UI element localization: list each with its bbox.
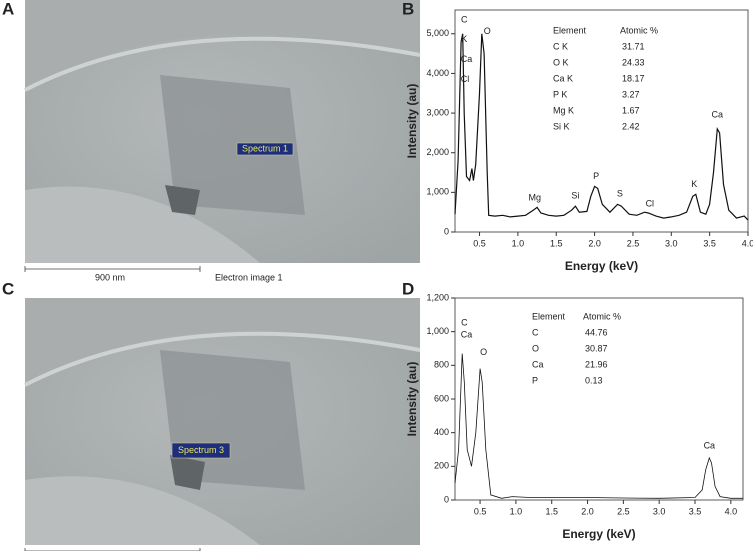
y-tick-label: 3,000 [426, 107, 449, 117]
table-cell: Mg K [553, 105, 574, 115]
x-tick-label: 3.5 [689, 506, 702, 516]
spectrum-line [454, 33, 749, 221]
y-tick-label: 1,200 [426, 292, 449, 302]
table-header: Atomic % [620, 25, 658, 35]
table-header: Element [553, 25, 587, 35]
peak-label: O [484, 26, 491, 36]
y-tick-label: 4,000 [426, 68, 449, 78]
peak-label: Ca [461, 329, 473, 339]
y-tick-label: 0 [444, 494, 449, 504]
y-tick-label: 0 [444, 226, 449, 236]
x-tick-label: 2.0 [588, 238, 601, 248]
peak-label: K [691, 179, 697, 189]
peak-label: Ca [712, 109, 724, 119]
panel-letter: C [2, 279, 14, 298]
table-cell: Ca K [553, 73, 573, 83]
y-tick-label: 600 [434, 393, 449, 403]
table-cell: 3.27 [622, 89, 640, 99]
x-tick-label: 4.0 [742, 238, 753, 248]
y-tick-label: 400 [434, 427, 449, 437]
table-cell: O K [553, 57, 569, 67]
y-tick-label: 200 [434, 461, 449, 471]
x-axis-label: Energy (keV) [565, 259, 638, 273]
peak-label: Si [571, 191, 579, 201]
spectrum-line [454, 353, 743, 499]
x-axis-label: Energy (keV) [562, 527, 635, 541]
table-cell: P [532, 375, 538, 385]
x-tick-label: 1.5 [545, 506, 558, 516]
table-cell: 18.17 [622, 73, 645, 83]
y-tick-label: 5,000 [426, 28, 449, 38]
x-tick-label: 1.0 [512, 238, 525, 248]
table-cell: 0.13 [585, 375, 603, 385]
plot-frame [454, 9, 749, 233]
y-tick-label: 1,000 [426, 326, 449, 336]
x-tick-label: 2.0 [581, 506, 594, 516]
scale-label: 900 nm [95, 272, 125, 282]
peak-label: Cl [646, 199, 655, 209]
y-tick-label: 2,000 [426, 147, 449, 157]
peak-label: K [461, 34, 467, 44]
x-tick-label: 0.5 [474, 506, 487, 516]
table-cell: 21.96 [585, 359, 608, 369]
spectrum-label: Spectrum 3 [178, 445, 224, 455]
x-tick-label: 1.0 [510, 506, 523, 516]
spectrum-box [171, 442, 231, 459]
spectrum-box [236, 142, 294, 156]
peak-label: S [617, 189, 623, 199]
table-cell: Ca [532, 359, 544, 369]
panel-letter: B [402, 0, 414, 18]
table-cell: C [532, 327, 539, 337]
table-cell: P K [553, 89, 567, 99]
peak-label: P [593, 171, 599, 181]
table-cell: O [532, 343, 539, 353]
y-axis-label: Intensity (au) [405, 84, 419, 159]
image-c [24, 298, 421, 545]
table-cell: 2.42 [622, 121, 640, 131]
x-tick-label: 2.5 [617, 506, 630, 516]
x-tick-label: 4.0 [725, 506, 738, 516]
peak-label: Mg [529, 193, 542, 203]
x-tick-label: 3.5 [703, 238, 716, 248]
peak-label: C [461, 318, 468, 328]
table-cell: 30.87 [585, 343, 608, 353]
y-tick-label: 1,000 [426, 187, 449, 197]
spectrum-label: Spectrum 1 [242, 143, 288, 153]
peak-label: O [480, 347, 487, 357]
peak-label: C [461, 14, 468, 24]
table-cell: Si K [553, 121, 570, 131]
table-cell: C K [553, 41, 568, 51]
x-tick-label: 1.5 [550, 238, 563, 248]
peak-label: Ca [461, 54, 473, 64]
panel-letter: A [2, 0, 14, 18]
table-header: Element [532, 311, 566, 321]
x-tick-label: 3.0 [653, 506, 666, 516]
x-tick-label: 3.0 [665, 238, 678, 248]
table-header: Atomic % [583, 311, 621, 321]
table-cell: 44.76 [585, 327, 608, 337]
table-cell: 31.71 [622, 41, 645, 51]
table-cell: 24.33 [622, 57, 645, 67]
y-tick-label: 800 [434, 360, 449, 370]
image-caption: Electron image 1 [215, 272, 283, 282]
x-tick-label: 0.5 [473, 238, 486, 248]
image-a [24, 0, 421, 263]
x-tick-label: 2.5 [627, 238, 640, 248]
table-cell: 1.67 [622, 105, 640, 115]
panel-letter: D [402, 279, 414, 298]
peak-label: Ca [704, 441, 716, 451]
y-axis-label: Intensity (au) [405, 362, 419, 437]
peak-label: Cl [461, 74, 470, 84]
